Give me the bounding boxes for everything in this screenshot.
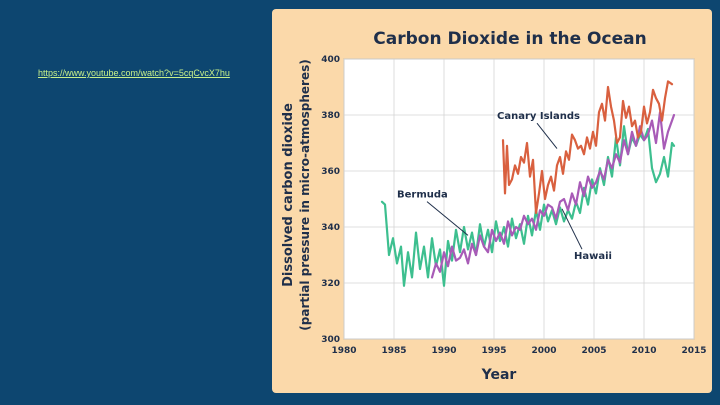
annotation-hawaii: Hawaii [574, 251, 612, 262]
series-line-bermuda [380, 125, 676, 287]
plot-area [343, 58, 695, 340]
leader-line-canary-islands [536, 122, 558, 149]
y-tick-labels: 300 320 340 360 380 400 [321, 55, 340, 345]
y-tick-label: 340 [321, 223, 340, 233]
chart-figure-panel: Carbon Dioxide in the Ocean Dissolved ca… [272, 9, 712, 393]
y-tick-label: 380 [321, 111, 340, 121]
x-tick-label: 2010 [631, 346, 656, 356]
x-tick-label: 1980 [331, 346, 356, 356]
annotation-leader-lines [426, 122, 583, 250]
chart-title: Carbon Dioxide in the Ocean [373, 29, 646, 49]
leader-line-bermuda [426, 201, 469, 236]
x-tick-label: 1990 [431, 346, 456, 356]
leader-line-hawaii [561, 208, 583, 250]
y-tick-label: 300 [321, 335, 340, 345]
x-tick-label: 2015 [681, 346, 706, 356]
series-line-hawaii [430, 111, 676, 279]
x-tick-label: 2005 [581, 346, 606, 356]
y-axis-sublabel: (partial pressure in micro-atmospheres) [298, 59, 312, 330]
annotation-canary-islands: Canary Islands [497, 111, 580, 122]
x-axis-label: Year [481, 367, 517, 383]
x-tick-label: 2000 [531, 346, 556, 356]
annotation-bermuda: Bermuda [397, 190, 448, 201]
y-tick-label: 320 [321, 279, 340, 289]
annotations: Canary Islands Bermuda Hawaii [397, 111, 612, 262]
y-axis-label: Dissolved carbon dioxide [281, 103, 296, 287]
x-tick-labels: 1980 1985 1990 1995 2000 2005 2010 2015 [331, 346, 706, 356]
youtube-video-link[interactable]: https://www.youtube.com/watch?v=5cqCvcX7… [38, 68, 230, 78]
y-tick-label: 400 [321, 55, 340, 65]
x-tick-label: 1985 [381, 346, 406, 356]
series-lines [380, 80, 676, 287]
y-tick-label: 360 [321, 167, 340, 177]
grid-lines [343, 58, 695, 340]
co2-line-chart: Carbon Dioxide in the Ocean Dissolved ca… [281, 29, 707, 383]
x-tick-label: 1995 [481, 346, 506, 356]
series-line-canary-islands [501, 80, 674, 215]
